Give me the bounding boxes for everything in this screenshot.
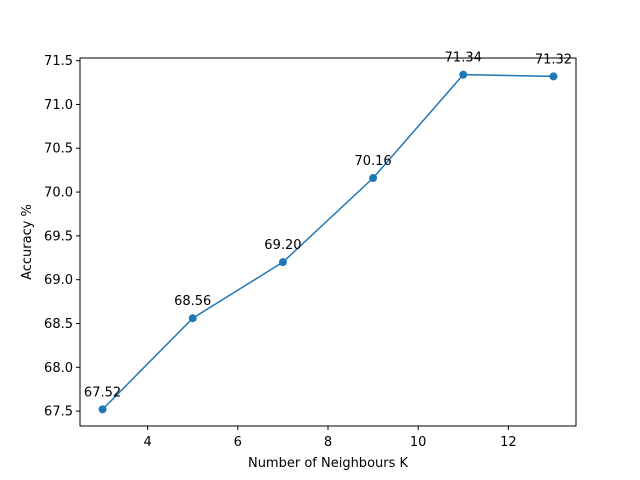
x-tick-label: 12	[500, 435, 517, 450]
y-axis-label: Accuracy %	[20, 204, 35, 280]
data-label: 69.20	[264, 238, 301, 253]
data-label: 68.56	[174, 294, 211, 309]
y-tick-label: 67.5	[44, 405, 73, 420]
plot-area	[80, 58, 576, 426]
data-label: 67.52	[84, 385, 121, 400]
x-tick-label: 6	[234, 435, 242, 450]
x-tick-label: 8	[324, 435, 332, 450]
data-point	[98, 405, 107, 414]
y-tick-label: 70.0	[44, 186, 73, 201]
y-tick-label: 71.0	[44, 98, 73, 113]
x-axis-label: Number of Neighbours K	[248, 456, 409, 471]
y-tick-label: 70.5	[44, 142, 73, 157]
y-tick-label: 68.0	[44, 361, 73, 376]
y-tick-label: 68.5	[44, 317, 73, 332]
series-line	[102, 73, 554, 410]
data-label: 70.16	[354, 154, 391, 169]
data-point	[549, 72, 558, 81]
data-point	[188, 314, 197, 323]
x-tick-label: 10	[410, 435, 427, 450]
data-point	[369, 174, 378, 183]
x-axis-ticks: 4 6 8 10 12	[143, 426, 517, 450]
y-axis-ticks: 67.5 68.0 68.5 69.0 69.5 70.0 70.5 71.0 71.5	[44, 54, 80, 420]
plot-frame	[79, 57, 577, 427]
data-point	[459, 70, 468, 79]
data-point	[278, 258, 287, 267]
x-tick-label: 4	[143, 435, 151, 450]
y-tick-label: 69.0	[44, 273, 73, 288]
y-tick-label: 69.5	[44, 229, 73, 244]
data-label: 71.32	[535, 52, 572, 67]
y-tick-label: 71.5	[44, 54, 73, 69]
